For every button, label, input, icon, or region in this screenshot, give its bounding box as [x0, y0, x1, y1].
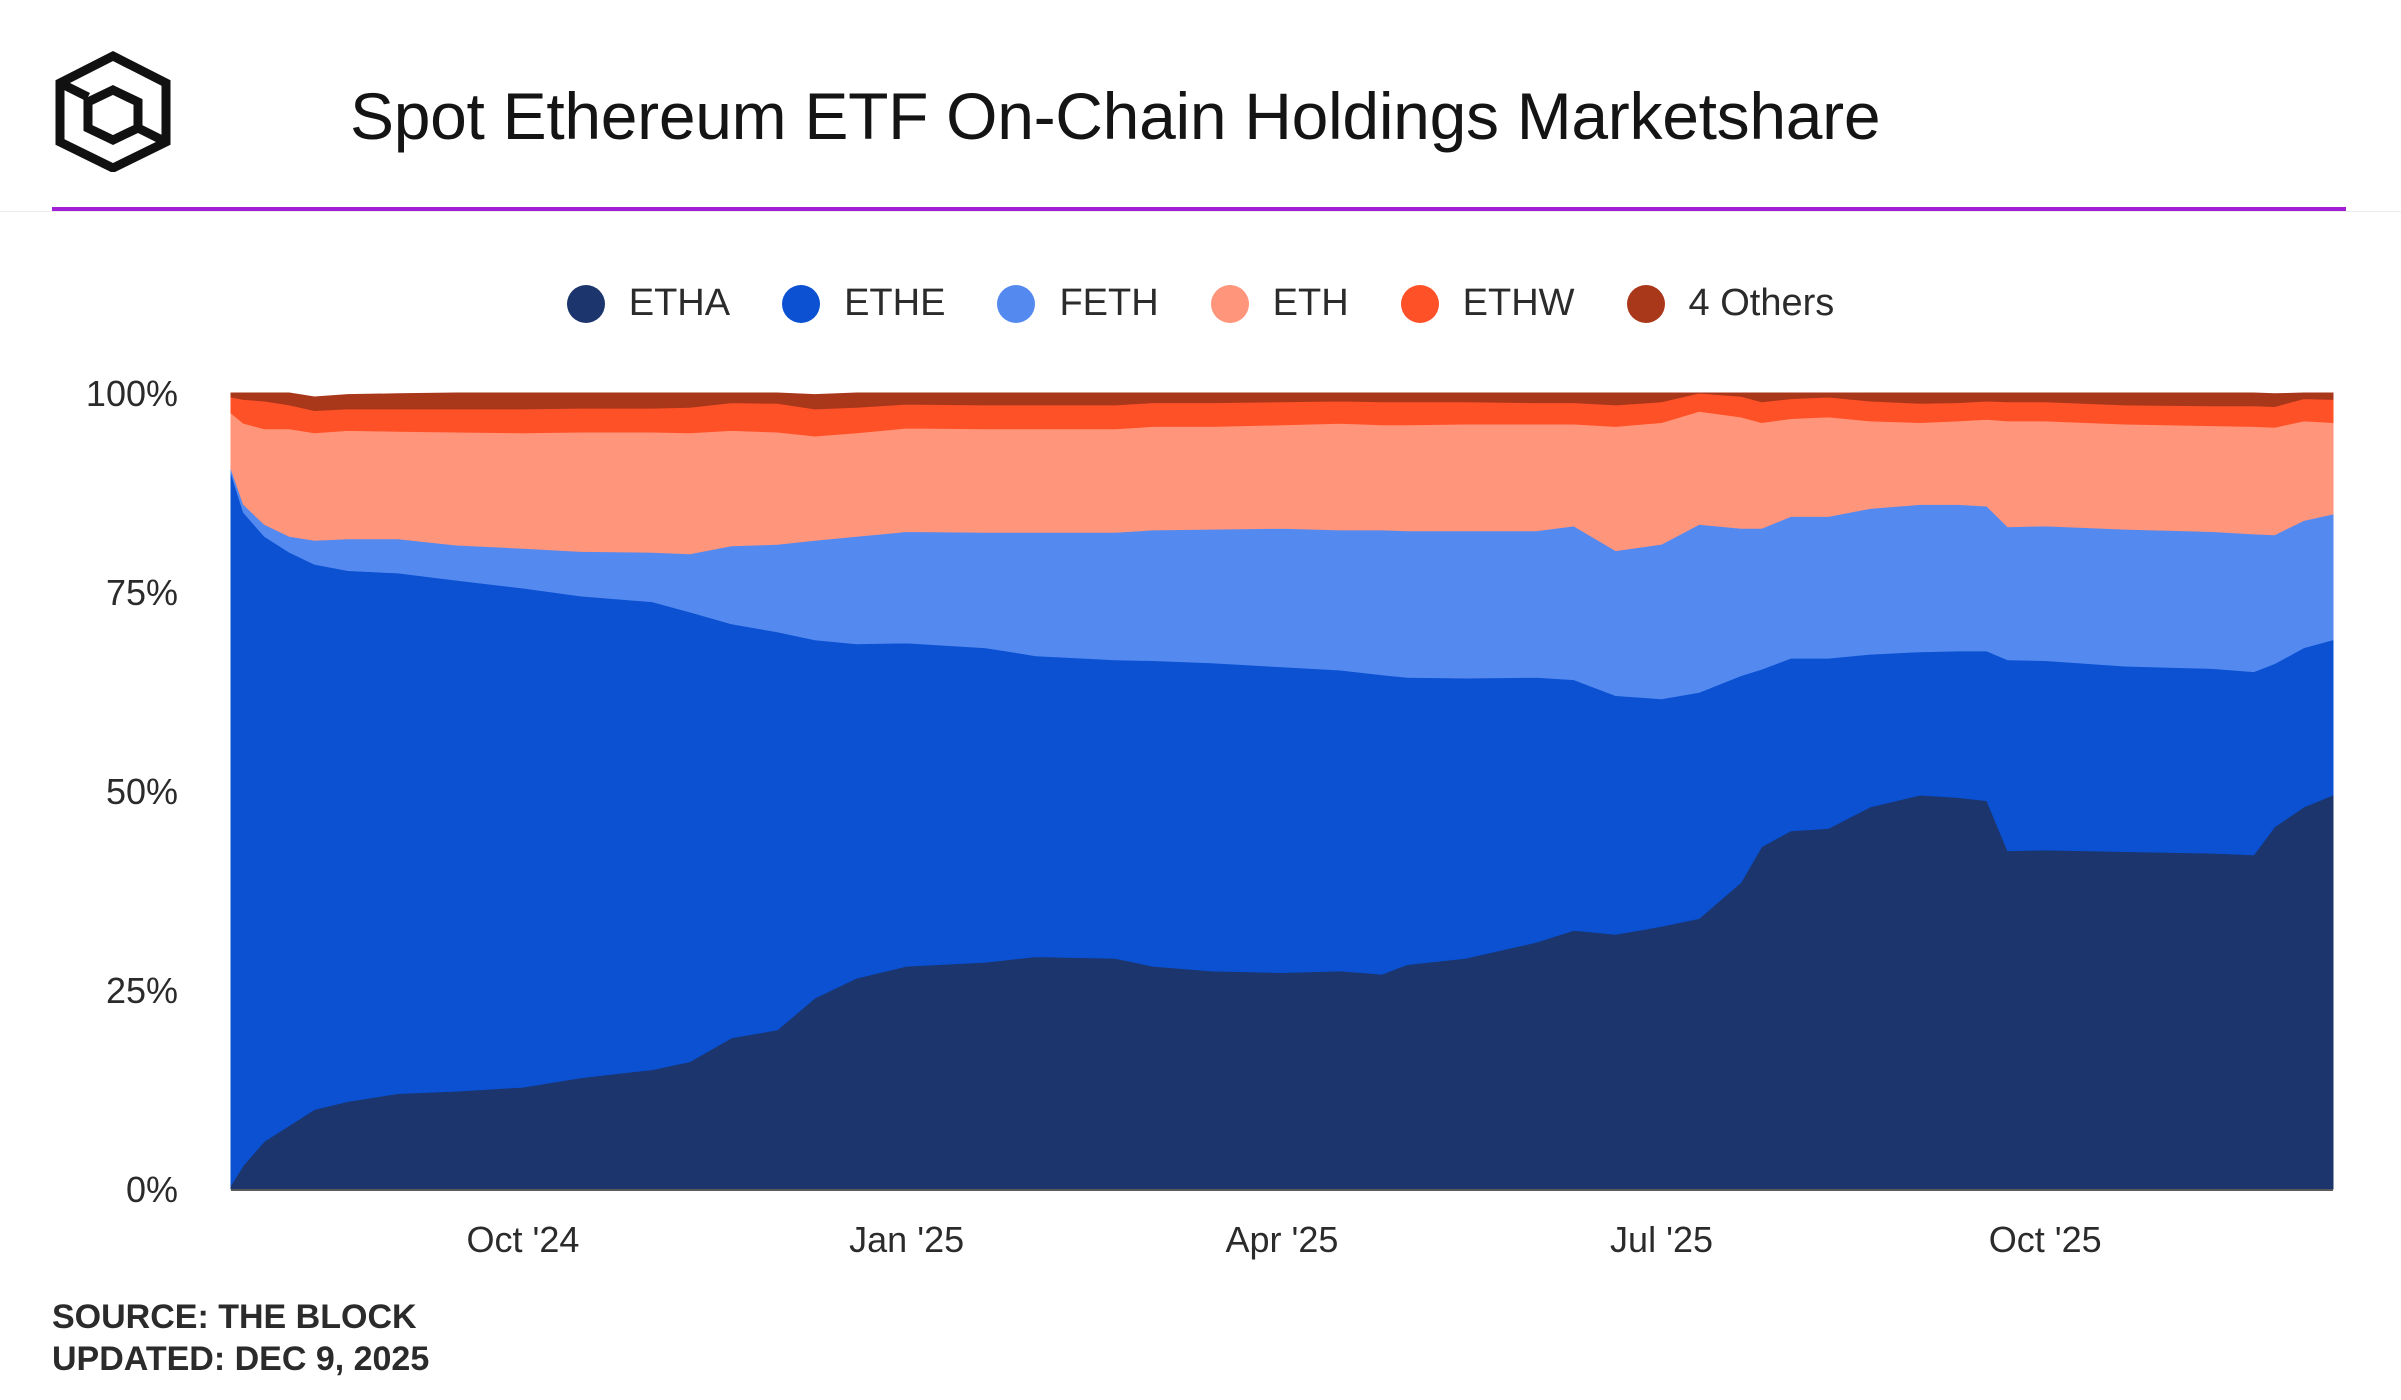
legend-item-feth[interactable]: FETH — [997, 282, 1159, 325]
legend-swatch-eth — [1210, 284, 1249, 323]
legend-swatch-etha — [566, 284, 605, 323]
y-tick-label: 0% — [126, 1169, 178, 1210]
y-tick-label: 100% — [86, 373, 178, 414]
chart-legend: ETHA ETHE FETH ETH ETHW 4 Others — [0, 282, 2401, 325]
legend-swatch-ethw — [1400, 284, 1439, 323]
y-tick-label: 75% — [106, 572, 178, 613]
y-tick-label: 50% — [106, 771, 178, 812]
header-divider — [0, 211, 2401, 212]
legend-label-ethe: ETHE — [844, 282, 946, 324]
legend-swatch-others — [1626, 284, 1665, 323]
legend-label-feth: FETH — [1059, 282, 1159, 324]
legend-swatch-ethe — [782, 284, 821, 323]
legend-label-etha: ETHA — [628, 282, 731, 324]
chart-footer: SOURCE: THE BLOCK UPDATED: DEC 9, 2025 — [52, 1296, 429, 1380]
x-tick-label: Oct '24 — [466, 1219, 579, 1260]
legend-item-eth[interactable]: ETH — [1210, 282, 1349, 325]
x-tick-label: Jan '25 — [849, 1219, 964, 1260]
header-accent-rule — [52, 207, 2346, 211]
legend-item-etha[interactable]: ETHA — [566, 282, 731, 325]
legend-item-ethw[interactable]: ETHW — [1400, 282, 1575, 325]
legend-item-others[interactable]: 4 Others — [1626, 282, 1835, 325]
x-tick-label: Oct '25 — [1989, 1219, 2102, 1260]
updated-note: UPDATED: DEC 9, 2025 — [52, 1340, 430, 1378]
legend-label-eth: ETH — [1272, 282, 1349, 324]
x-tick-label: Jul '25 — [1610, 1219, 1713, 1260]
legend-label-ethw: ETHW — [1462, 282, 1575, 324]
legend-swatch-feth — [997, 284, 1036, 323]
chart-header: Spot Ethereum ETF On-Chain Holdings Mark… — [0, 0, 2401, 212]
legend-label-others: 4 Others — [1688, 282, 1835, 324]
x-tick-label: Apr '25 — [1226, 1219, 1339, 1260]
legend-item-ethe[interactable]: ETHE — [782, 282, 945, 325]
source-note: SOURCE: THE BLOCK — [52, 1298, 417, 1336]
the-block-logo-icon — [55, 50, 171, 172]
area-series-4-others — [230, 392, 2334, 412]
y-tick-label: 25% — [106, 970, 178, 1011]
chart-title: Spot Ethereum ETF On-Chain Holdings Mark… — [350, 79, 1881, 153]
